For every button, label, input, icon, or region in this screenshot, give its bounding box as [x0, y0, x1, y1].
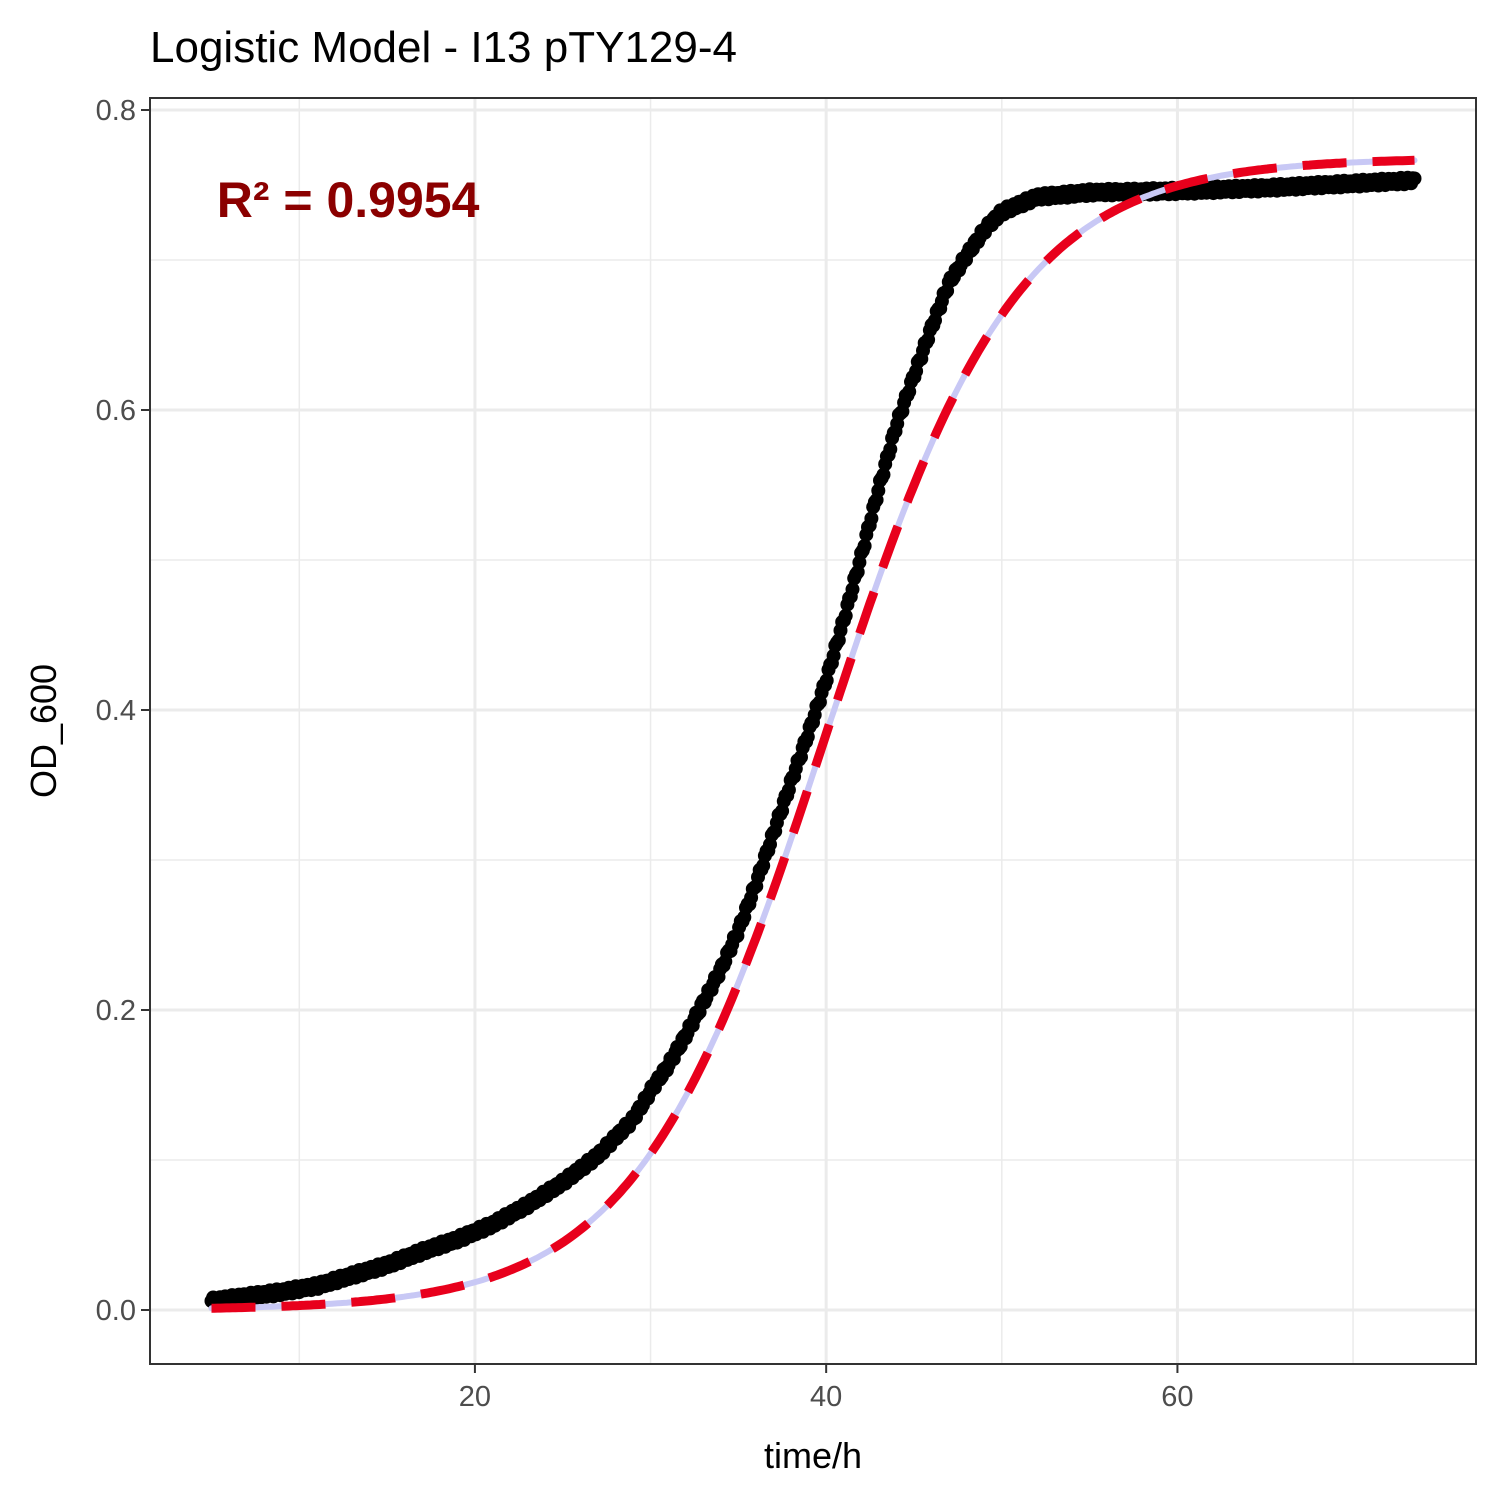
grid-minor — [150, 98, 1476, 1364]
y-tick-label: 0.6 — [96, 395, 136, 427]
data-point — [838, 608, 853, 623]
chart-title: Logistic Model - I13 pTY129-4 — [150, 23, 737, 72]
data-points — [204, 170, 1422, 1311]
data-point — [876, 467, 891, 482]
data-point — [845, 582, 860, 597]
data-point — [819, 673, 834, 688]
data-point — [883, 442, 898, 457]
data-point — [1407, 171, 1422, 186]
x-tick-label: 20 — [459, 1381, 491, 1413]
data-point — [857, 539, 872, 553]
grid-major — [150, 98, 1476, 1364]
fit-lines — [208, 155, 1418, 1313]
x-axis-title: time/h — [764, 1435, 862, 1476]
x-tick-label: 40 — [810, 1381, 842, 1413]
fit-line-smooth — [208, 157, 1418, 1312]
y-tick-label: 0.8 — [96, 95, 136, 127]
y-tick-label: 0.2 — [96, 995, 136, 1027]
y-tick-label: 0.0 — [96, 1295, 136, 1327]
y-tick-label: 0.4 — [96, 695, 136, 727]
y-axis-ticks: 0.0 0.2 0.4 0.6 0.8 — [96, 95, 150, 1327]
plot-border — [149, 97, 1477, 1365]
x-axis-ticks: 20 40 60 — [459, 1364, 1194, 1413]
y-axis-title: OD_600 — [23, 664, 64, 798]
x-tick-label: 60 — [1161, 1381, 1193, 1413]
data-point — [864, 511, 879, 526]
r-squared-annotation: R² = 0.9954 — [217, 172, 480, 228]
